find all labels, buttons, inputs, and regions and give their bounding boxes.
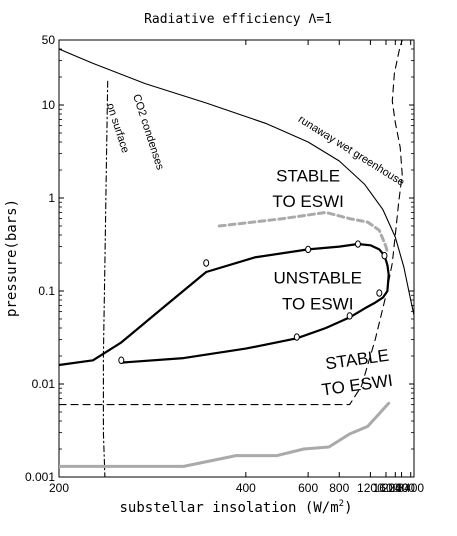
annotation-label: STABLE (324, 346, 390, 374)
x-axis-label: substellar insolation (W/m2) (119, 499, 352, 516)
series-line-1 (102, 80, 109, 477)
series-line-0 (59, 48, 414, 316)
x-tick-label: 400 (236, 481, 256, 495)
y-tick-label: 0.1 (38, 284, 55, 298)
x-tick-label: 600 (298, 481, 318, 495)
annotation-label: TO ESWI (282, 295, 353, 314)
series-line-5 (59, 242, 390, 367)
annotation-label: STABLE (276, 167, 340, 186)
series-line-2 (59, 40, 403, 406)
data-marker (293, 333, 300, 341)
x-tick-label: 800 (329, 481, 349, 495)
annotation-label: UNSTABLE (273, 269, 362, 288)
data-marker (381, 251, 388, 260)
data-marker (376, 289, 383, 297)
series-group (59, 40, 414, 477)
series-line-3 (217, 210, 389, 254)
x-tick-label: 1200 (357, 481, 384, 495)
axes-box (58, 39, 415, 478)
x-tick-label: 3400 (397, 481, 424, 495)
chart-title: Radiative efficiency Λ=1 (144, 12, 332, 27)
annotation-label: TO ESWI (272, 192, 343, 211)
y-tick-label: 0.01 (32, 377, 56, 391)
x-tick-label: 2000 (382, 481, 409, 495)
x-tick-label: 1600 (373, 481, 400, 495)
y-tick-label: 0.001 (25, 470, 55, 484)
y-tick-label: 10 (42, 98, 56, 112)
data-marker (118, 356, 125, 364)
data-marker (203, 259, 210, 267)
annotation-label: CO2 condenses (130, 93, 166, 172)
data-marker (305, 245, 312, 254)
x-tick-label: 2400 (388, 481, 415, 495)
y-tick-label: 50 (42, 33, 56, 47)
series-line-4 (59, 401, 391, 468)
annotation-label: TO ESWI (320, 371, 393, 400)
y-axis-label: pressure(bars) (4, 199, 20, 317)
y-tick-label: 1 (48, 191, 55, 205)
x-tick-label: 200 (49, 481, 69, 495)
data-marker (354, 240, 361, 248)
data-marker (346, 312, 353, 320)
annotation-label: on surface (104, 102, 131, 155)
